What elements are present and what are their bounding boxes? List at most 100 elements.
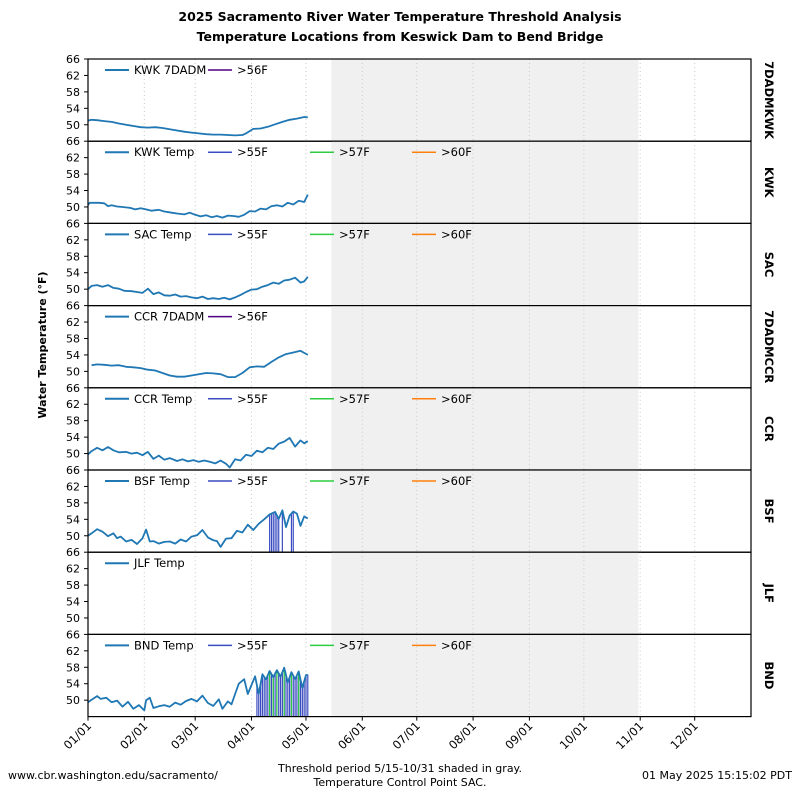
y-tick-label: 66: [66, 464, 80, 477]
y-tick-label: 54: [66, 431, 80, 444]
panel-id-label: CCR: [762, 416, 776, 442]
x-tick-label: 01/01: [61, 719, 94, 752]
legend-label: BSF Temp: [134, 474, 190, 488]
y-tick-label: 50: [66, 694, 80, 707]
series-line-bsf: [87, 509, 309, 548]
legend-label: >57F: [339, 392, 370, 406]
legend-label: SAC Temp: [134, 227, 192, 241]
y-tick-label: 58: [66, 250, 80, 263]
legend-label: >56F: [237, 63, 268, 77]
threshold-period-shade: [331, 305, 639, 388]
legend-label: >60F: [441, 392, 472, 406]
legend-label: KWK Temp: [134, 145, 194, 159]
y-tick-label: 62: [66, 234, 80, 247]
x-tick-label: 09/01: [502, 719, 535, 752]
legend-label: >55F: [237, 145, 268, 159]
panel-7dadmkwk: 50 54 58 62 66 7DADMKWK KWK 7DADM >56F: [66, 53, 776, 142]
y-tick-label: 54: [66, 678, 80, 691]
y-tick-label: 54: [66, 596, 80, 609]
threshold-period-shade: [331, 387, 639, 470]
threshold-period-shade: [331, 552, 639, 635]
legend-label: >55F: [237, 474, 268, 488]
y-tick-label: 62: [66, 69, 80, 82]
x-tick-label: 12/01: [667, 719, 700, 752]
panel-id-label: 7DADMKWK: [762, 61, 776, 140]
series-line-7dadmccr: [91, 349, 309, 379]
threshold-period-shade: [331, 59, 639, 142]
y-tick-label: 58: [66, 579, 80, 592]
legend-label: >57F: [339, 145, 370, 159]
x-tick-label: 06/01: [335, 719, 368, 752]
threshold-period-shade: [331, 223, 639, 306]
x-tick-label: 04/01: [224, 719, 257, 752]
y-tick-label: 50: [66, 365, 80, 378]
y-tick-label: 58: [66, 168, 80, 181]
legend-label: >60F: [441, 474, 472, 488]
y-tick-label: 62: [66, 563, 80, 576]
legend-label: >60F: [441, 145, 472, 159]
panel-bnd: 50 54 58 62 66 BND BND Temp >55F >57F >60F: [66, 628, 776, 718]
y-tick-label: 62: [66, 316, 80, 329]
panel-frame: [87, 633, 752, 718]
legend-label: >57F: [339, 638, 370, 652]
y-tick-label: 66: [66, 546, 80, 559]
footer-note-control: Temperature Control Point SAC.: [313, 776, 487, 789]
panel-bsf: 50 54 58 62 66 BSF BSF Temp >55F >57F >60F: [66, 464, 776, 553]
y-tick-label: 66: [66, 628, 80, 641]
y-tick-label: 50: [66, 201, 80, 214]
panel-id-label: KWK: [762, 167, 776, 199]
legend-label: KWK 7DADM: [134, 63, 206, 77]
legend-label: CCR 7DADM: [134, 310, 204, 324]
chart-title-line2: Temperature Locations from Keswick Dam t…: [197, 29, 604, 44]
y-tick-label: 54: [66, 185, 80, 198]
y-tick-label: 66: [66, 217, 80, 230]
panel-id-label: BND: [762, 662, 776, 690]
panel-jlf: 50 54 58 62 66 JLF JLF Temp: [66, 546, 776, 636]
footer-source-link[interactable]: www.cbr.washington.edu/sacramento/: [8, 769, 218, 782]
series-line-sac: [87, 276, 309, 301]
y-tick-label: 50: [66, 448, 80, 461]
panel-7dadmccr: 50 54 58 62 66 7DADMCCR CCR 7DADM >56F: [66, 300, 776, 389]
y-tick-label: 66: [66, 300, 80, 313]
y-tick-label: 62: [66, 398, 80, 411]
threshold-period-shade: [331, 634, 639, 717]
x-tick-label: 02/01: [117, 719, 150, 752]
series-line-bnd: [87, 666, 308, 712]
series-line-ccr: [87, 436, 309, 469]
legend-label: >55F: [237, 638, 268, 652]
legend-label: >57F: [339, 474, 370, 488]
y-tick-label: 58: [66, 497, 80, 510]
x-tick-label: 07/01: [390, 719, 423, 752]
y-tick-label: 58: [66, 415, 80, 428]
y-tick-label: 50: [66, 530, 80, 543]
footer-note-threshold: Threshold period 5/15-10/31 shaded in gr…: [277, 762, 522, 775]
y-tick-label: 58: [66, 86, 80, 99]
x-tick-label: 08/01: [446, 719, 479, 752]
chart-title-line1: 2025 Sacramento River Water Temperature …: [178, 9, 621, 24]
x-axis: 01/01 02/01 03/01 04/01 05/01 06/01 07/01 08/01…: [61, 716, 701, 752]
y-tick-label: 66: [66, 53, 80, 66]
legend-label: >60F: [441, 227, 472, 241]
y-tick-label: 50: [66, 119, 80, 132]
x-tick-label: 03/01: [168, 719, 201, 752]
y-tick-label: 58: [66, 661, 80, 674]
series-line-kwk: [87, 194, 309, 219]
x-tick-label: 11/01: [613, 719, 646, 752]
series-line-7dadmkwk: [87, 116, 308, 137]
legend-label: >55F: [237, 227, 268, 241]
legend-label: >55F: [237, 392, 268, 406]
y-tick-label: 54: [66, 267, 80, 280]
panel-ccr: 50 54 58 62 66 CCR CCR Temp >55F >57F >60F: [66, 382, 776, 471]
legend-label: >56F: [237, 310, 268, 324]
y-tick-label: 54: [66, 102, 80, 115]
panel-id-label: SAC: [762, 252, 776, 278]
threshold-period-shade: [331, 470, 639, 553]
x-tick-label: 10/01: [557, 719, 590, 752]
panel-kwk: 50 54 58 62 66 KWK KWK Temp >55F >57F >60F: [66, 135, 776, 224]
y-tick-label: 54: [66, 513, 80, 526]
legend-label: CCR Temp: [134, 392, 192, 406]
y-tick-label: 50: [66, 612, 80, 625]
y-tick-label: 66: [66, 135, 80, 148]
y-tick-label: 62: [66, 645, 80, 658]
